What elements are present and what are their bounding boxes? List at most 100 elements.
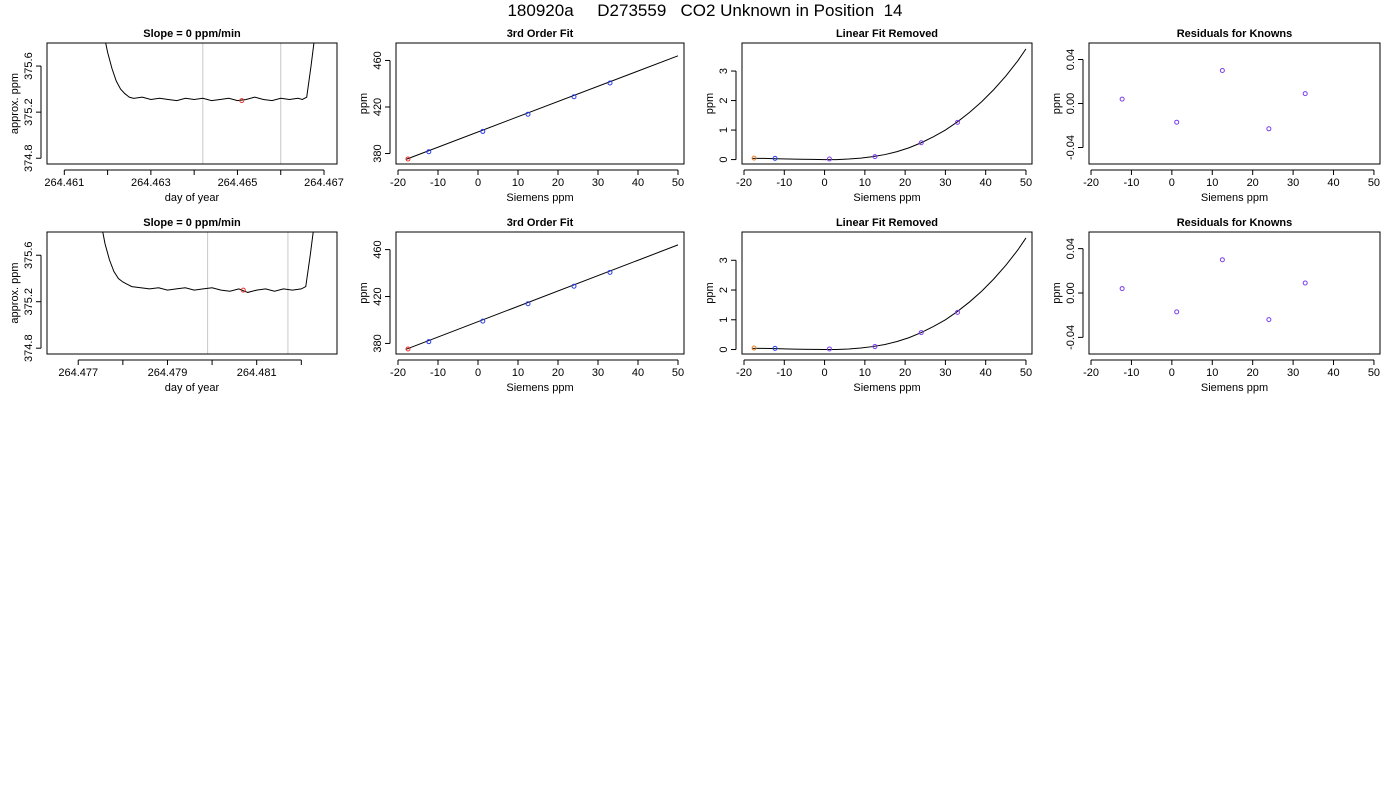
x-tick-label: 50 (672, 367, 684, 379)
x-tick-label: 264.467 (304, 177, 344, 189)
x-tick-label: 20 (552, 177, 564, 189)
x-tick-label: 0 (822, 367, 828, 379)
y-tick-label: 0.00 (1065, 93, 1077, 114)
fit-curve (752, 237, 1027, 351)
y-tick-label: 375.2 (23, 288, 35, 316)
chart-panel-6: -20 -10 0 10 20 30 40 50 380 420 460 3rd Order Fit S… (358, 217, 685, 394)
chart-panel-7: -20 -10 0 10 20 30 40 50 0 1 2 3 Linear Fit Removed S… (704, 217, 1033, 394)
y-tick-label: 1 (718, 317, 730, 323)
y-tick-label: 0 (718, 157, 730, 163)
plot-data (751, 237, 1027, 352)
x-axis-label: Siemens ppm (506, 382, 573, 394)
y-tick-label: -0.04 (1065, 325, 1077, 350)
chart-title: Residuals for Knowns (1177, 28, 1293, 40)
series-line (102, 232, 314, 293)
y-tick-label: 420 (372, 287, 384, 305)
plot-data (1119, 68, 1308, 132)
x-tick-label: 10 (512, 367, 524, 379)
x-tick-label: 40 (980, 177, 992, 189)
data-point (1119, 286, 1125, 292)
plot-data (1119, 257, 1308, 323)
data-point (1219, 68, 1225, 73)
x-tick-label: -20 (1083, 367, 1099, 379)
data-point (525, 301, 531, 307)
x-axis-label: day of year (165, 192, 220, 204)
plot-data (405, 244, 679, 352)
x-tick-label: -20 (736, 367, 752, 379)
data-point (405, 156, 411, 162)
data-point (1219, 257, 1225, 263)
x-tick-label: 264.479 (148, 367, 188, 379)
chart-panel-5: 264.477 264.479 264.481 374.8 375.2 375.6 Slop… (9, 217, 338, 394)
data-point (772, 345, 778, 351)
data-point (751, 345, 757, 351)
data-point (772, 155, 778, 161)
x-tick-label: 30 (592, 177, 604, 189)
y-tick-label: 0.04 (1065, 49, 1077, 70)
x-tick-label: 20 (552, 367, 564, 379)
data-point (1302, 280, 1308, 286)
data-point (405, 346, 411, 352)
x-tick-label: 40 (1327, 367, 1339, 379)
x-tick-label: 0 (475, 177, 481, 189)
y-tick-label: 0 (718, 346, 730, 352)
chart-panel-1: 264.461 264.463 264.465 264.467 374.8 375.2 37… (9, 28, 344, 204)
x-tick-label: -20 (736, 177, 752, 189)
x-tick-label: 0 (1169, 177, 1175, 189)
data-point (607, 80, 613, 86)
y-axis-label: ppm (1051, 93, 1063, 114)
unknown-marker (239, 98, 245, 104)
plot-frame (395, 231, 685, 355)
plot-data (105, 43, 315, 104)
data-point (751, 155, 757, 161)
x-tick-label: 40 (632, 367, 644, 379)
data-point (872, 154, 878, 160)
x-tick-label: 264.481 (237, 367, 277, 379)
x-axis-label: Siemens ppm (853, 382, 920, 394)
x-tick-label: 30 (592, 367, 604, 379)
unknown-marker (240, 287, 246, 293)
y-axis-label: approx. ppm (9, 73, 21, 134)
x-tick-label: 0 (822, 177, 828, 189)
data-point (954, 309, 960, 315)
x-tick-label: 30 (1287, 177, 1299, 189)
y-tick-label: 380 (372, 144, 384, 162)
data-point (571, 283, 577, 289)
x-tick-label: 10 (1206, 177, 1218, 189)
plot-data (405, 55, 679, 162)
chart-title: Slope = 0 ppm/min (143, 217, 241, 229)
chart-title: Linear Fit Removed (836, 28, 938, 40)
series-line (105, 43, 315, 102)
y-axis-label: ppm (704, 282, 716, 303)
x-tick-label: 50 (1020, 367, 1032, 379)
data-point (480, 128, 486, 134)
y-tick-label: 3 (718, 257, 730, 263)
y-axis-label: ppm (358, 282, 370, 303)
x-tick-label: 20 (899, 177, 911, 189)
chart-panel-8: -20 -10 0 10 20 30 40 50 -0.04 0.00 0.04 Residuals … (1051, 217, 1381, 394)
x-tick-label: 40 (632, 177, 644, 189)
x-tick-label: -10 (430, 177, 446, 189)
y-tick-label: 374.8 (23, 334, 35, 362)
x-axis-label: day of year (165, 382, 220, 394)
x-axis-label: Siemens ppm (506, 192, 573, 204)
x-tick-label: 30 (939, 177, 951, 189)
x-axis-label: Siemens ppm (1201, 192, 1268, 204)
x-tick-label: 30 (1287, 367, 1299, 379)
chart-title: 3rd Order Fit (507, 217, 574, 229)
data-point (480, 318, 486, 324)
y-axis-label: approx. ppm (9, 262, 21, 323)
x-tick-label: 20 (1247, 177, 1259, 189)
x-tick-label: 264.465 (218, 177, 258, 189)
x-tick-label: -10 (1123, 177, 1139, 189)
data-point (426, 149, 432, 155)
x-tick-label: 50 (1020, 177, 1032, 189)
y-tick-label: 375.6 (23, 241, 35, 269)
x-tick-label: 264.461 (44, 177, 84, 189)
data-point (826, 346, 832, 352)
plot-data (102, 232, 314, 293)
data-point (607, 269, 613, 275)
y-tick-label: 374.8 (23, 144, 35, 172)
data-point (826, 156, 832, 162)
plot-data (751, 48, 1027, 162)
